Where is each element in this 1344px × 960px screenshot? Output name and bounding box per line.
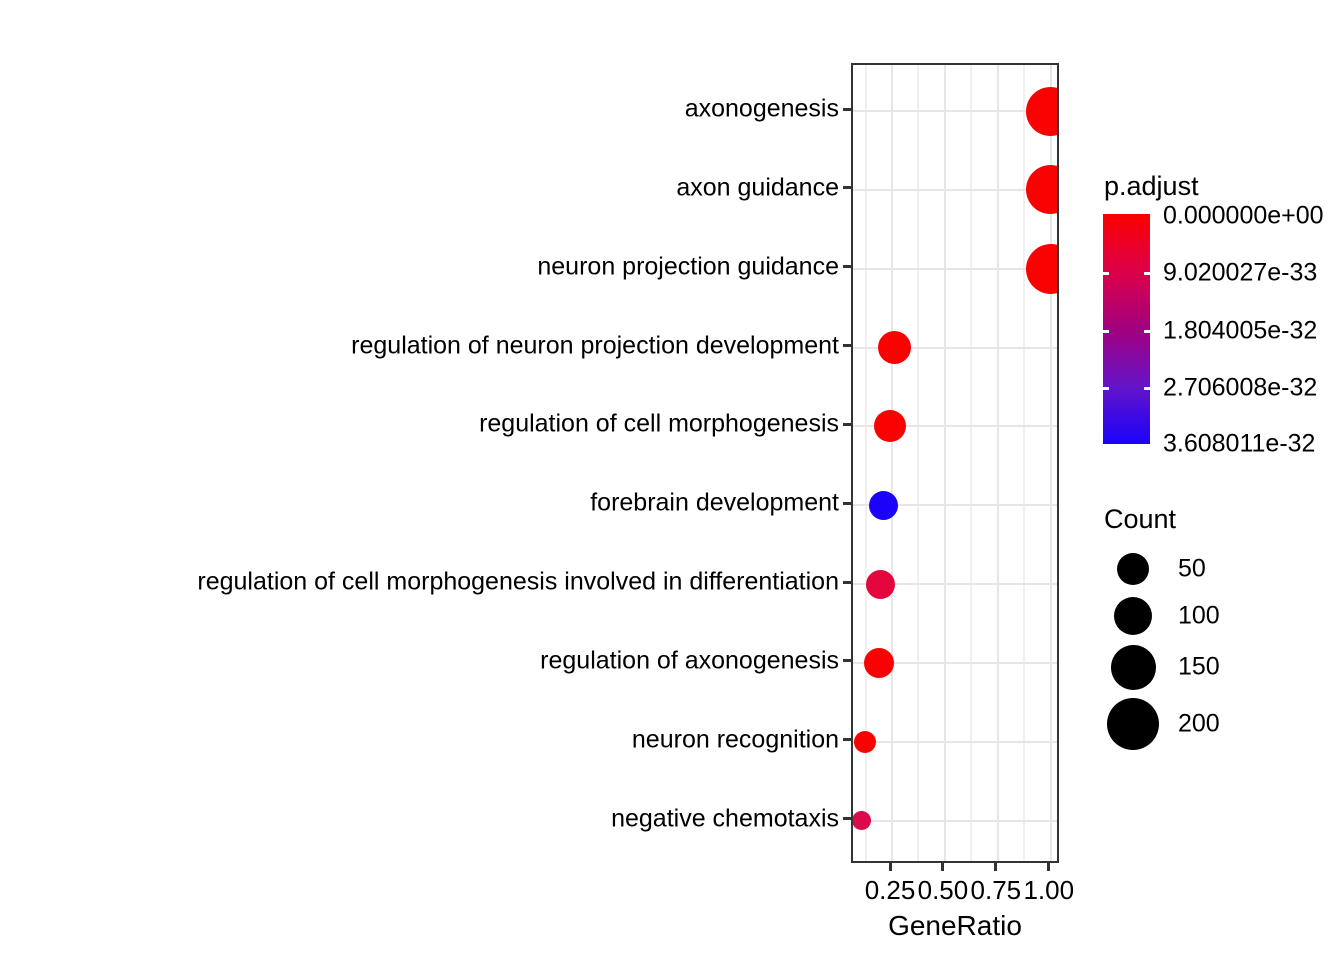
size-legend-label: 200 (1178, 709, 1220, 738)
category-label: neuron recognition (631, 725, 839, 754)
y-axis-tick (843, 265, 851, 269)
color-legend-label: 0.000000e+00 (1163, 201, 1324, 230)
data-point (1026, 165, 1057, 215)
category-label: forebrain development (590, 488, 839, 517)
y-axis-tick (843, 422, 851, 426)
category-label: regulation of cell morphogenesis (479, 409, 839, 438)
x-axis-title: GeneRatio (888, 910, 1022, 941)
gridline-minor-vertical (864, 65, 867, 861)
color-legend-label: 9.020027e-33 (1163, 258, 1318, 287)
y-axis-tick (843, 580, 851, 584)
x-axis-tick (941, 863, 945, 871)
size-legend-circle (1114, 597, 1152, 635)
category-label: neuron projection guidance (537, 252, 839, 281)
size-legend-label: 50 (1178, 554, 1206, 583)
gridline-major-vertical (943, 65, 946, 861)
category-label: axonogenesis (684, 94, 839, 123)
color-bar-tick-left (1103, 329, 1109, 333)
size-legend-label: 100 (1178, 601, 1220, 630)
data-point (853, 811, 871, 831)
data-point (864, 647, 895, 678)
gridline-major-vertical (996, 65, 999, 861)
color-bar-tick-right (1144, 386, 1150, 390)
data-point (869, 490, 899, 520)
gridline-major-horizontal (853, 740, 1057, 743)
gridline-major-horizontal (853, 188, 1057, 191)
color-bar-tick-right (1144, 329, 1150, 333)
data-point (854, 730, 877, 753)
x-axis-tick-label: 0.50 (917, 875, 969, 905)
plot-panel (851, 63, 1059, 863)
size-legend-title: Count (1104, 504, 1177, 534)
gridline-major-horizontal (853, 819, 1057, 822)
data-point (873, 410, 906, 443)
color-legend-title: p.adjust (1104, 171, 1199, 201)
y-axis-tick (843, 186, 851, 190)
gridline-major-horizontal (853, 425, 1057, 428)
color-bar-tick-left (1103, 386, 1109, 390)
category-label: regulation of cell morphogenesis involve… (197, 567, 839, 596)
size-legend-label: 150 (1178, 652, 1220, 681)
gridline-major-horizontal (853, 583, 1057, 586)
y-axis-tick (843, 107, 851, 111)
gridline-major-vertical (1049, 65, 1052, 861)
data-point (865, 569, 895, 599)
x-axis-tick-label: 0.25 (864, 875, 916, 905)
category-label: negative chemotaxis (611, 804, 839, 833)
gridline-major-horizontal (853, 504, 1057, 507)
data-point (1026, 86, 1057, 136)
color-bar-tick-left (1103, 271, 1109, 275)
category-label: regulation of neuron projection developm… (351, 331, 839, 360)
gridline-major-horizontal (853, 267, 1057, 270)
category-label: regulation of axonogenesis (540, 646, 839, 675)
y-axis-tick (843, 501, 851, 505)
gridline-major-horizontal (853, 346, 1057, 349)
gridline-minor-vertical (917, 65, 920, 861)
x-axis-tick-label: 0.75 (970, 875, 1022, 905)
y-axis-tick (843, 738, 851, 742)
color-legend-label: 1.804005e-32 (1163, 316, 1318, 345)
color-bar-tick-right (1144, 271, 1150, 275)
y-axis-tick (843, 344, 851, 348)
color-legend-label: 2.706008e-32 (1163, 373, 1318, 402)
x-axis-tick (994, 863, 998, 871)
x-axis-tick (1047, 863, 1051, 871)
y-axis-tick (843, 817, 851, 821)
color-legend-gradient-bar (1103, 214, 1150, 444)
gridline-major-horizontal (853, 110, 1057, 112)
gridline-major-horizontal (853, 661, 1057, 664)
size-legend-circle (1110, 644, 1156, 690)
data-point (878, 331, 912, 365)
gridline-major-vertical (891, 65, 893, 861)
data-point (1025, 243, 1057, 294)
size-legend-circle (1107, 698, 1159, 750)
x-axis-tick-label: 1.00 (1023, 875, 1075, 905)
gridline-minor-vertical (970, 65, 973, 861)
gridline-minor-vertical (1023, 65, 1026, 861)
y-axis-tick (843, 659, 851, 663)
x-axis-tick (888, 863, 892, 871)
category-label: axon guidance (676, 173, 839, 202)
color-legend-label: 3.608011e-32 (1163, 429, 1316, 458)
size-legend-circle (1117, 553, 1149, 585)
